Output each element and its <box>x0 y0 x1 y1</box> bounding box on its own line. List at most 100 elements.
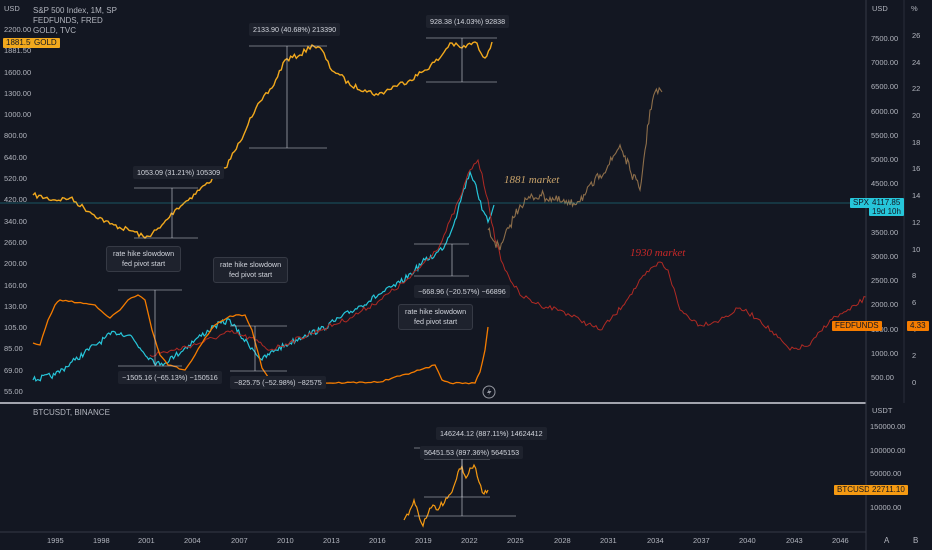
log-scale-button[interactable]: B <box>913 536 919 545</box>
measure-gold-2008[interactable]: 2133.90 (40.68%) 213390 <box>249 23 341 36</box>
left-axis-tick: 2200.00 <box>4 25 32 34</box>
projection-1881-line[interactable] <box>487 86 663 251</box>
gold-symbol-badge: GOLD <box>31 38 60 48</box>
legend-gold[interactable]: GOLD, TVC <box>33 26 76 35</box>
pct-axis-tick: 20 <box>912 111 921 121</box>
gold-line[interactable] <box>32 41 493 239</box>
note-fed-pivot-2007[interactable]: rate hike slowdown fed pivot start <box>213 257 289 283</box>
pct-axis-tick: 16 <box>912 164 921 174</box>
main-legend: S&P 500 Index, 1M, SP FEDFUNDS, FRED GOL… <box>33 6 117 36</box>
left-axis-tick: 640.00 <box>4 152 27 162</box>
note-fed-pivot-2022[interactable]: rate hike slowdown fed pivot start <box>398 304 474 330</box>
auto-scale-button[interactable]: A <box>884 536 890 545</box>
btc-line[interactable] <box>403 463 489 528</box>
right-axis-tick: 6500.00 <box>871 82 899 92</box>
btc-axis-tick: 50000.00 <box>870 469 902 478</box>
note-fed-pivot-2001[interactable]: rate hike slowdown fed pivot start <box>106 246 182 272</box>
time-axis-tick: 2031 <box>600 536 617 545</box>
right-axis-tick: 3500.00 <box>871 227 899 237</box>
measure-bracket-gold-2019[interactable] <box>426 37 497 83</box>
fedfunds-line[interactable] <box>32 294 489 385</box>
spx-symbol: SPX <box>853 198 870 207</box>
measure-bracket-spx-2007[interactable] <box>230 325 287 372</box>
gold-price-value: 1881.50 <box>6 38 35 47</box>
pct-axis-tick: 2 <box>912 351 917 361</box>
left-axis-unit: USD <box>4 4 20 13</box>
measure-bracket-spx-2022[interactable] <box>414 243 469 277</box>
measure-spx-2000[interactable]: −1505.16 (−65.13%) −150516 <box>118 371 222 384</box>
right-axis-tick: 7500.00 <box>871 34 899 43</box>
right-axis-tick: 1500.00 <box>871 324 899 334</box>
left-axis-tick: 420.00 <box>4 195 27 205</box>
pct-axis-unit: % <box>911 4 918 13</box>
btc-price-badge: 22711.10 <box>869 485 908 495</box>
legend-spx[interactable]: S&P 500 Index, 1M, SP <box>33 6 117 15</box>
measure-spx-2007[interactable]: −825.75 (−52.98%) −82575 <box>230 376 326 389</box>
legend-fedfunds[interactable]: FEDFUNDS, FRED <box>33 16 103 25</box>
right-axis-tick: 1000.00 <box>871 348 899 358</box>
right-axis-tick: 4500.00 <box>871 179 899 189</box>
measure-bracket-spx-2000[interactable] <box>118 289 182 367</box>
left-axis-tick: 1000.00 <box>4 110 32 120</box>
left-axis-tick: 69.00 <box>4 365 23 375</box>
btc-symbol-badge: BTCUSDT <box>834 485 878 495</box>
left-axis-tick: 130.00 <box>4 301 27 311</box>
pct-axis-tick: 14 <box>912 191 921 201</box>
time-axis-tick: 2034 <box>647 536 664 545</box>
fedfunds-symbol: FEDFUNDS <box>835 321 879 330</box>
note-line: rate hike slowdown <box>113 249 175 258</box>
time-axis-tick: 2022 <box>461 536 478 545</box>
measure-gold-2001[interactable]: 1053.09 (31.21%) 105309 <box>133 166 225 179</box>
right-axis-tick: 5000.00 <box>871 155 899 165</box>
measure-bracket-btc-2021[interactable] <box>424 458 490 498</box>
time-axis-tick: 2043 <box>786 536 803 545</box>
measure-bracket-gold-2008[interactable] <box>249 45 327 149</box>
spx-symbol-badge: SPX <box>850 198 873 208</box>
time-axis-tick: 2016 <box>369 536 386 545</box>
pct-axis-tick: 8 <box>912 271 917 281</box>
spx-price-badge: 4117.85 19d 10h <box>869 198 904 216</box>
left-axis-tick: 1881.50 <box>4 46 32 56</box>
fedfunds-symbol-badge: FEDFUNDS <box>832 321 882 331</box>
note-line: rate hike slowdown <box>405 307 467 316</box>
btc-axis-tick: 10000.00 <box>870 503 902 512</box>
left-axis-tick: 1300.00 <box>4 88 32 98</box>
btc-axis-unit: USDT <box>872 406 893 415</box>
annotation-1930-market[interactable]: 1930 market <box>630 247 686 259</box>
spx-line[interactable] <box>32 169 495 382</box>
time-axis-tick: 2010 <box>277 536 294 545</box>
left-axis-tick: 800.00 <box>4 131 27 141</box>
btc-axis-tick: 100000.00 <box>870 446 906 455</box>
annotation-1881-market[interactable]: 1881 market <box>504 174 560 186</box>
note-line: fed pivot start <box>413 317 458 326</box>
time-axis-tick: 2004 <box>184 536 201 545</box>
measure-gold-2019[interactable]: 928.38 (14.03%) 92838 <box>426 15 510 28</box>
measure-bracket-gold-2001[interactable] <box>134 187 198 239</box>
btc-symbol: BTCUSDT <box>837 485 875 494</box>
measure-btc-2021[interactable]: 56451.53 (897.36%) 5645153 <box>420 446 524 459</box>
left-axis-tick: 520.00 <box>4 174 27 184</box>
right-axis-unit: USD <box>872 4 888 13</box>
replay-icon[interactable] <box>482 385 496 399</box>
measure-spx-2022[interactable]: −668.96 (−20.57%) −66896 <box>414 285 510 298</box>
right-axis-tick: 5500.00 <box>871 130 899 140</box>
right-axis-tick: 6000.00 <box>871 106 899 116</box>
time-axis-tick: 1998 <box>93 536 110 545</box>
measure-btc-cycle[interactable]: 146244.12 (887.11%) 14624412 <box>436 427 547 440</box>
note-line: rate hike slowdown <box>220 260 282 269</box>
time-axis-tick: 2037 <box>693 536 710 545</box>
time-axis-tick: 2040 <box>739 536 756 545</box>
btc-price-value: 22711.10 <box>872 485 905 494</box>
projection-1930-line[interactable] <box>149 158 867 357</box>
btc-legend: BTCUSDT, BINANCE <box>33 408 110 418</box>
time-axis-tick: 2001 <box>138 536 155 545</box>
right-axis-tick: 3000.00 <box>871 251 899 261</box>
left-axis-tick: 1600.00 <box>4 67 32 77</box>
left-axis-tick: 85.00 <box>4 344 23 354</box>
right-axis-tick: 7000.00 <box>871 58 899 68</box>
legend-btc[interactable]: BTCUSDT, BINANCE <box>33 408 110 417</box>
time-axis-tick: 2019 <box>415 536 432 545</box>
left-axis-tick: 340.00 <box>4 216 27 226</box>
pct-axis-tick: 0 <box>912 378 917 387</box>
